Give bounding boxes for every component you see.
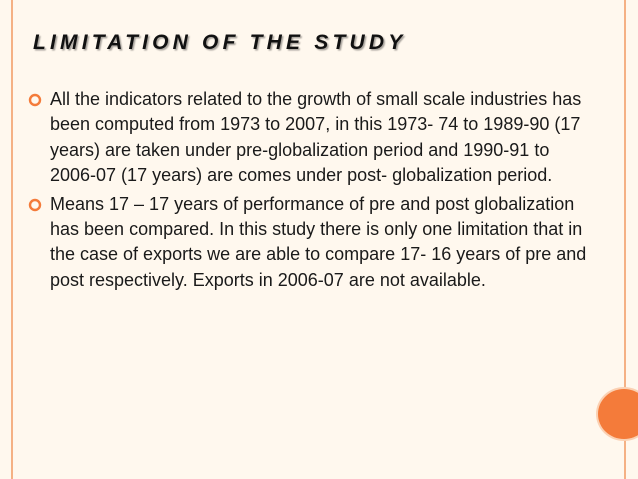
bullet-item-1: All the indicators related to the growth… [0,87,595,189]
slide-title: LIMITATION OF THE STUDY [33,31,407,54]
bullet-list: All the indicators related to the growth… [0,87,638,293]
hollow-circle-bullet-icon [27,92,43,108]
decorative-orange-circle [598,389,638,439]
bullet-text: All the indicators related to the growth… [50,89,582,186]
left-frame-line [11,0,13,479]
right-frame-line [624,0,626,390]
bullet-item-2: Means 17 – 17 years of performance of pr… [0,192,595,294]
bullet-text: Means 17 – 17 years of performance of pr… [50,193,587,290]
right-frame-line-lower [624,437,626,479]
hollow-circle-bullet-icon [27,197,43,213]
